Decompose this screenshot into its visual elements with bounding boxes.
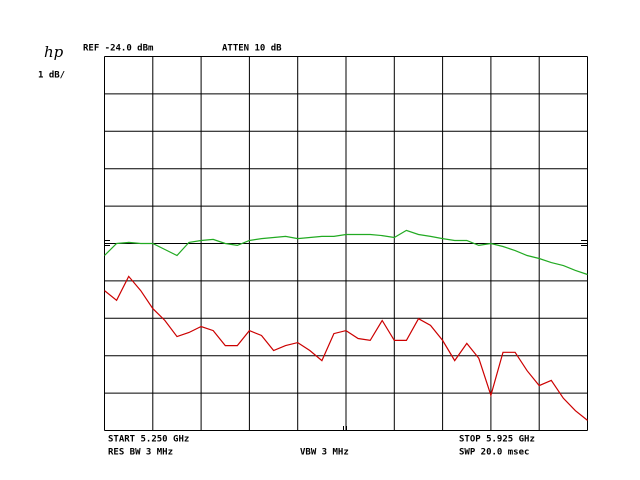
sweep-time: SWP 20.0 msec [459,448,529,458]
attenuation: ATTEN 10 dB [222,44,282,54]
video-bandwidth: VBW 3 MHz [300,448,349,458]
start-frequency: START 5.250 GHz [108,435,189,445]
logo: hp [44,43,64,61]
trace [104,229,588,276]
scale: 1 dB/ [38,71,65,81]
stop-frequency: STOP 5.925 GHz [459,435,535,445]
resolution-bandwidth: RES BW 3 MHz [108,448,173,458]
reference-level: REF -24.0 dBm [83,44,154,54]
trace [104,275,588,421]
